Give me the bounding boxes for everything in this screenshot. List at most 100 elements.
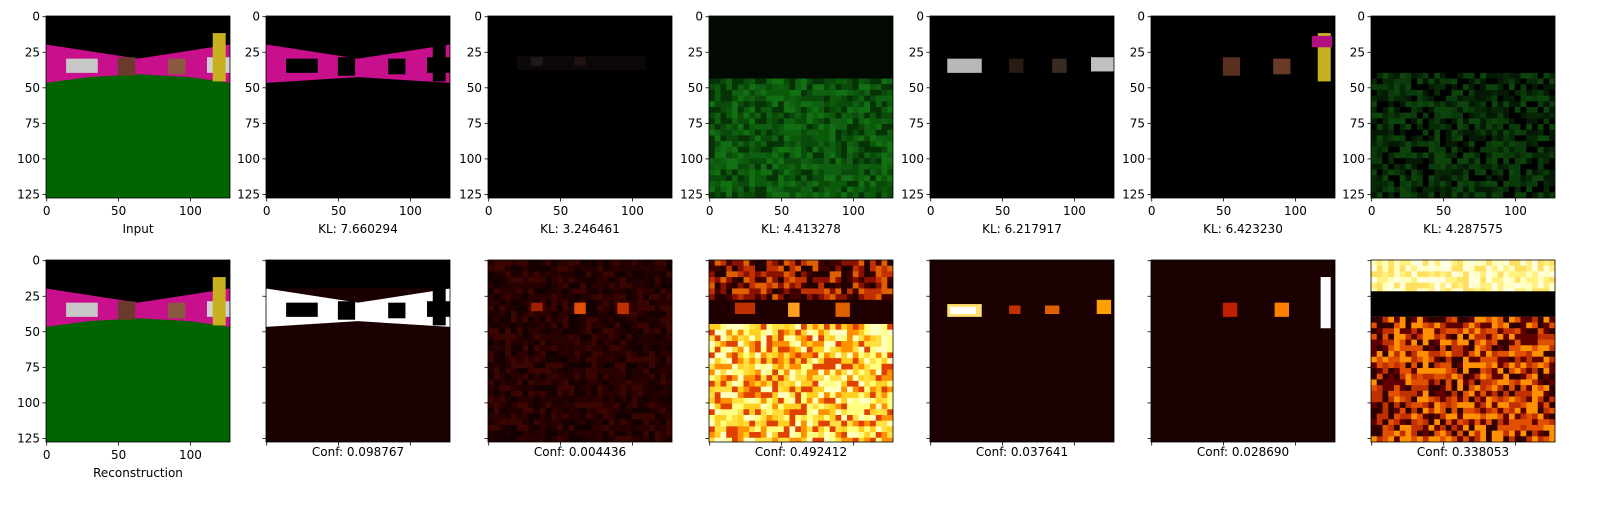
pixel-block [766,346,773,353]
pixel-block [824,352,831,359]
pixel-block [568,407,575,414]
pixel-block [1376,84,1383,91]
pixel-block [818,78,825,85]
pixel-block [1514,277,1521,284]
pixel-block [1376,368,1383,375]
pixel-block [1497,72,1504,79]
pixel-block [591,328,598,335]
pixel-block [626,299,633,306]
pixel-block [887,329,893,336]
pixel-block [511,362,518,369]
pixel-block [528,402,535,409]
pixel-block [562,436,569,442]
pixel-block [772,124,779,131]
pixel-block [835,84,842,91]
pixel-block [835,437,842,442]
image-content [709,16,893,198]
pixel-block [1457,390,1464,397]
pixel-block [875,341,882,348]
y-tick-label: 0 [32,254,40,268]
pixel-block [499,328,506,335]
pixel-block [493,339,500,346]
pixel-block [766,271,773,278]
pixel-block [726,84,733,91]
pixel-block [829,192,836,198]
pixel-block [749,84,756,91]
pixel-block [649,260,656,267]
pixel-block [887,141,893,148]
y-tick-label: 100 [1342,152,1365,166]
pixel-block [1543,436,1550,442]
pixel-block [818,403,825,410]
pixel-block [760,426,767,433]
pixel-block [1486,78,1493,85]
pixel-block [1480,356,1487,363]
pixel-block [1486,107,1493,114]
pixel-block [783,409,790,416]
pixel-block [1486,129,1493,136]
pixel-block [539,265,546,272]
pixel-block [505,413,512,420]
pixel-block [783,265,790,272]
pixel-block [522,305,529,312]
pixel-block [766,380,773,387]
pixel-block [1434,271,1441,278]
pixel-block [557,311,564,318]
pixel-block [626,311,633,318]
pixel-block [505,379,512,386]
pixel-block [1526,277,1533,284]
pixel-block [1491,169,1498,176]
pixel-block [824,392,831,399]
pixel-block [818,271,825,278]
pixel-block [818,180,825,188]
pixel-block [1422,89,1429,97]
pixel-block [1445,169,1452,176]
pixel-block [1532,351,1539,358]
pixel-block [1503,390,1510,397]
pixel-block [847,426,854,433]
pixel-block [714,277,721,284]
pixel-block [1382,107,1389,114]
pixel-block [660,368,667,375]
pixel-block [749,392,756,399]
pixel-block [1549,141,1555,148]
pixel-block [829,392,836,399]
pixel-block [1474,373,1481,380]
pixel-block [1503,413,1510,420]
pixel-block [1549,373,1555,380]
pixel-block [1428,396,1435,403]
pixel-block [531,57,543,66]
pixel-block [1526,316,1533,323]
pixel-block [516,305,523,312]
pixel-block [1480,129,1487,136]
pixel-block [522,396,529,403]
pixel-block [835,260,842,267]
pixel-block [841,135,848,142]
pixel-block [726,409,733,416]
pixel-block [666,311,672,318]
pixel-block [841,432,848,439]
pixel-block [847,432,854,439]
pixel-block [720,135,727,142]
pixel-block [637,390,644,397]
pixel-block [789,118,796,125]
pixel-block [829,375,836,382]
pixel-block [818,375,825,382]
pixel-block [597,362,604,369]
pixel-block [772,426,779,433]
pixel-block [1445,101,1452,108]
pixel-block [643,311,650,318]
pixel-block [1474,345,1481,352]
pixel-block [1509,175,1516,182]
pixel-block [585,322,592,329]
pixel-block [795,346,802,353]
pixel-block [539,260,546,267]
pixel-block [726,432,733,439]
pixel-block [737,95,744,102]
pixel-block [1480,146,1487,153]
pixel-block [760,375,767,382]
pixel-block [1445,407,1452,414]
pixel-block [1376,135,1383,142]
pixel-block [1526,396,1533,403]
